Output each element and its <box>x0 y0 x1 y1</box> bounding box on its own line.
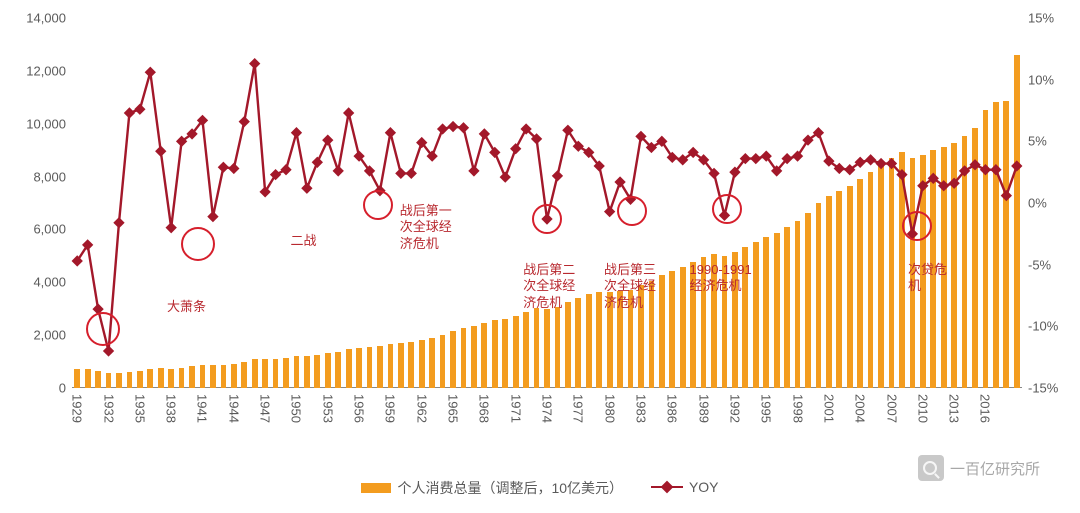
x-tick: 1968 <box>477 394 492 423</box>
event-circle <box>712 194 742 224</box>
x-tick: 2007 <box>884 394 899 423</box>
x-tick: 1950 <box>289 394 304 423</box>
x-tick: 1932 <box>101 394 116 423</box>
x-tick: 1929 <box>70 394 85 423</box>
y-left-tick: 4,000 <box>33 275 72 290</box>
annotations-layer: 大萧条 二战 战后第一次全球经济危机战后第二次全球经济危机战后第三次全球经济危机 19… <box>72 18 1022 388</box>
y-right-tick: -10% <box>1022 319 1058 334</box>
legend-line-label: YOY <box>689 479 719 495</box>
x-tick: 1980 <box>602 394 617 423</box>
legend-bar-label: 个人消费总量（调整后，10亿美元） <box>397 478 623 498</box>
event-label: 1990-1991经济危机 <box>690 262 752 295</box>
legend-item-line: YOY <box>651 479 719 495</box>
x-tick: 2001 <box>821 394 836 423</box>
y-axis-left: 02,0004,0006,0008,00010,00012,00014,000 <box>0 18 72 388</box>
legend-swatch-line <box>651 481 683 493</box>
y-left-tick: 2,000 <box>33 328 72 343</box>
y-left-tick: 14,000 <box>26 11 72 26</box>
y-left-tick: 12,000 <box>26 63 72 78</box>
y-right-tick: 15% <box>1022 11 1054 26</box>
event-label: 二战 <box>291 233 317 249</box>
event-label: 次贷危机 <box>908 262 947 295</box>
x-tick: 2010 <box>915 394 930 423</box>
event-circle <box>363 190 393 220</box>
legend-item-bar: 个人消费总量（调整后，10亿美元） <box>361 478 623 498</box>
x-tick: 1986 <box>665 394 680 423</box>
x-tick: 1941 <box>195 394 210 423</box>
x-tick: 1989 <box>696 394 711 423</box>
event-circle <box>181 227 215 261</box>
x-tick: 1965 <box>446 394 461 423</box>
x-tick: 1971 <box>508 394 523 423</box>
event-circle <box>617 196 647 226</box>
event-label: 战后第三次全球经济危机 <box>604 262 656 311</box>
x-tick: 1959 <box>383 394 398 423</box>
x-tick: 1938 <box>164 394 179 423</box>
x-tick: 1983 <box>633 394 648 423</box>
x-tick: 1977 <box>571 394 586 423</box>
event-label: 大萧条 <box>167 299 206 315</box>
y-right-tick: 5% <box>1022 134 1047 149</box>
event-label: 战后第二次全球经济危机 <box>523 262 575 311</box>
y-left-tick: 6,000 <box>33 222 72 237</box>
x-tick: 1998 <box>790 394 805 423</box>
chart-container: 02,0004,0006,0008,00010,00012,00014,000 … <box>0 0 1080 513</box>
y-left-tick: 8,000 <box>33 169 72 184</box>
event-circle <box>902 211 932 241</box>
x-tick: 1935 <box>132 394 147 423</box>
y-right-tick: -5% <box>1022 257 1051 272</box>
x-tick: 1953 <box>320 394 335 423</box>
x-tick: 2016 <box>978 394 993 423</box>
y-left-tick: 10,000 <box>26 116 72 131</box>
y-right-tick: -15% <box>1022 381 1058 396</box>
x-tick: 1956 <box>352 394 367 423</box>
x-tick: 1947 <box>258 394 273 423</box>
legend-swatch-bar <box>361 483 391 493</box>
y-right-tick: 10% <box>1022 72 1054 87</box>
event-circle <box>532 204 562 234</box>
plot-area: 大萧条 二战 战后第一次全球经济危机战后第二次全球经济危机战后第三次全球经济危机 19… <box>72 18 1022 388</box>
x-tick: 1974 <box>540 394 555 423</box>
y-axis-right: -15%-10%-5%0%5%10%15% <box>1022 18 1080 388</box>
watermark: 一百亿研究所 <box>918 455 1040 481</box>
x-tick: 1992 <box>727 394 742 423</box>
legend: 个人消费总量（调整后，10亿美元） YOY <box>0 478 1080 498</box>
x-tick: 2013 <box>947 394 962 423</box>
y-right-tick: 0% <box>1022 196 1047 211</box>
wechat-icon <box>918 455 944 481</box>
x-tick: 1962 <box>414 394 429 423</box>
event-circle <box>86 312 120 346</box>
event-label: 战后第一次全球经济危机 <box>400 203 452 252</box>
x-tick: 2004 <box>853 394 868 423</box>
x-tick: 1995 <box>759 394 774 423</box>
x-tick: 1944 <box>226 394 241 423</box>
watermark-text: 一百亿研究所 <box>950 458 1040 479</box>
